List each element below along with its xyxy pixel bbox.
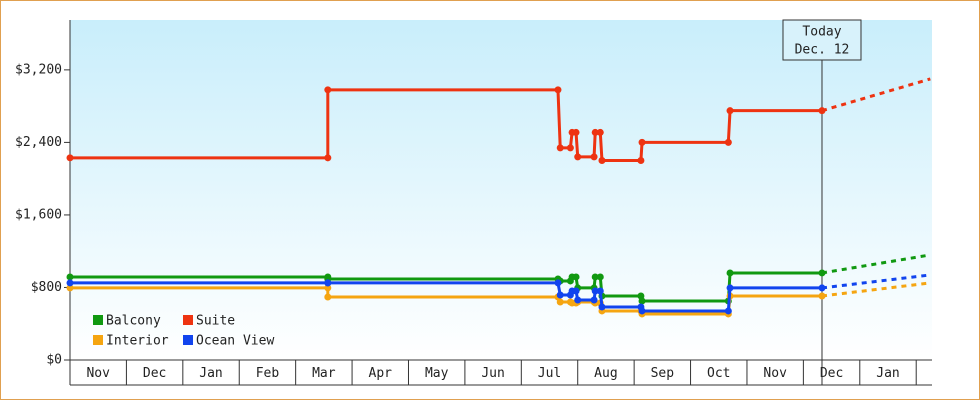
point xyxy=(66,154,74,162)
point xyxy=(598,157,606,165)
x-tick-label: Aug xyxy=(594,366,617,381)
point xyxy=(590,296,598,304)
series-line xyxy=(70,286,822,316)
projection-line xyxy=(821,281,931,298)
legend-swatch xyxy=(183,315,193,325)
legend-swatch xyxy=(93,335,103,345)
point xyxy=(324,86,332,94)
legend-label: Suite xyxy=(196,314,235,329)
point xyxy=(818,107,826,115)
x-tick-label: Jan xyxy=(199,366,222,381)
x-tick-label: Nov xyxy=(86,366,110,381)
point xyxy=(324,154,332,162)
point xyxy=(556,144,564,152)
point xyxy=(566,144,574,152)
point xyxy=(554,279,562,287)
x-tick-label: Sep xyxy=(651,366,675,381)
point xyxy=(324,284,332,292)
point xyxy=(66,284,74,292)
point xyxy=(66,279,74,287)
legend-label: Ocean View xyxy=(196,334,274,349)
series-line xyxy=(70,271,822,303)
y-tick-label: $2,400 xyxy=(15,135,62,150)
x-tick-label: Mar xyxy=(312,366,336,381)
point xyxy=(66,273,74,281)
point xyxy=(591,287,599,295)
point xyxy=(724,138,732,146)
projection-line xyxy=(821,253,931,275)
point xyxy=(638,307,646,315)
point xyxy=(726,107,734,115)
point xyxy=(590,153,598,161)
x-tick-label: Dec xyxy=(143,366,166,381)
point xyxy=(591,128,599,136)
point xyxy=(324,279,332,287)
point xyxy=(726,269,734,277)
projection-line xyxy=(821,77,931,113)
point xyxy=(556,291,564,299)
x-tick-label: Dec xyxy=(820,366,843,381)
legend-label: Balcony xyxy=(106,314,161,329)
point xyxy=(324,293,332,301)
point xyxy=(572,287,580,295)
point xyxy=(554,86,562,94)
y-tick-label: $3,200 xyxy=(15,62,62,77)
x-tick-label: Jun xyxy=(481,366,504,381)
legend-swatch xyxy=(93,315,103,325)
today-label: Dec. 12 xyxy=(795,43,850,58)
point xyxy=(591,273,599,281)
point xyxy=(638,138,646,146)
point xyxy=(574,153,582,161)
x-tick-label: Jul xyxy=(538,366,561,381)
y-tick-label: $1,600 xyxy=(15,207,62,222)
legend-swatch xyxy=(183,335,193,345)
point xyxy=(572,273,580,281)
plot-area xyxy=(70,20,932,360)
x-tick-label: Apr xyxy=(369,366,393,381)
legend-label: Interior xyxy=(106,334,169,349)
point xyxy=(637,157,645,165)
point xyxy=(574,296,582,304)
x-tick-label: Oct xyxy=(707,366,730,381)
point xyxy=(596,273,604,281)
today-label: Today xyxy=(802,25,841,40)
point xyxy=(638,297,646,305)
point xyxy=(596,128,604,136)
y-tick-label: $800 xyxy=(31,280,62,295)
point xyxy=(818,292,826,300)
point xyxy=(818,269,826,277)
x-tick-label: Jan xyxy=(876,366,899,381)
series-line xyxy=(70,88,822,163)
point xyxy=(556,298,564,306)
point xyxy=(596,287,604,295)
x-tick-label: May xyxy=(425,366,449,381)
x-tick-label: Feb xyxy=(256,366,280,381)
point xyxy=(572,128,580,136)
y-tick-label: $0 xyxy=(46,353,62,368)
point xyxy=(818,284,826,292)
projection-line xyxy=(821,273,931,290)
point xyxy=(726,284,734,292)
today-box xyxy=(782,19,862,61)
point xyxy=(724,307,732,315)
point xyxy=(598,303,606,311)
x-tick-label: Nov xyxy=(763,366,787,381)
